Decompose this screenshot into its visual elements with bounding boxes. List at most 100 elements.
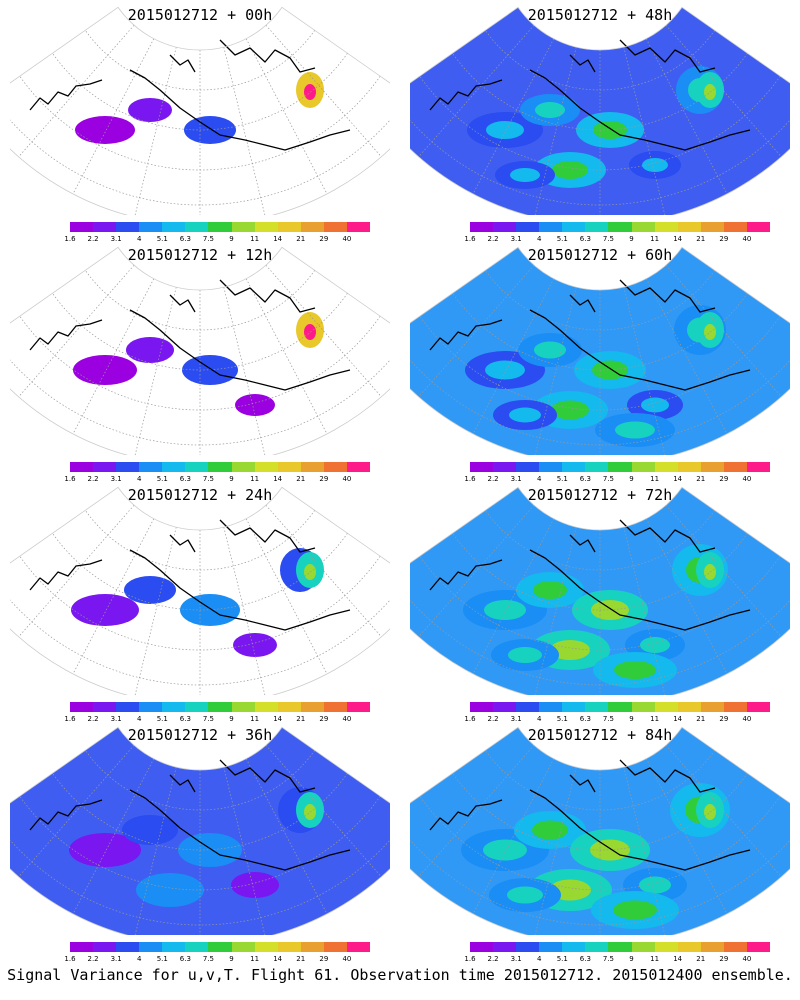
colorbar-swatch xyxy=(139,702,163,712)
colorbar-tick-label: 4 xyxy=(136,715,142,723)
colorbar-tick-label: 14 xyxy=(273,955,283,963)
variance-map xyxy=(410,6,790,215)
colorbar-tick-label: 4 xyxy=(536,475,542,483)
colorbar-tick-label: 29 xyxy=(719,475,729,483)
colorbar-tick-label: 29 xyxy=(319,475,329,483)
variance-map xyxy=(10,246,390,455)
colorbar-swatch xyxy=(608,942,632,952)
panel-title: 2015012712 + 12h xyxy=(127,246,273,264)
colorbar-swatch xyxy=(700,942,724,952)
colorbar-tick-label: 21 xyxy=(296,955,306,963)
colorbar-tick-label: 14 xyxy=(273,715,283,723)
colorbar-swatch xyxy=(185,942,209,952)
colorbar-swatch xyxy=(139,462,163,472)
colorbar-tick-label: 4 xyxy=(536,715,542,723)
colorbar-swatch xyxy=(700,462,724,472)
colorbar-swatch xyxy=(70,942,94,952)
colorbar-tick-label: 7.5 xyxy=(602,475,615,483)
colorbar-tick-label: 4 xyxy=(136,475,142,483)
colorbar-swatch xyxy=(493,702,517,712)
colorbar-swatch xyxy=(208,462,232,472)
colorbar-swatch xyxy=(562,462,586,472)
variance-map xyxy=(410,726,790,935)
colorbar-tick-label: 5.1 xyxy=(156,475,168,483)
colorbar-swatch xyxy=(631,222,655,232)
colorbar-tick-label: 29 xyxy=(719,715,729,723)
figure-caption: Signal Variance for u,v,T. Flight 61. Ob… xyxy=(7,966,793,984)
colorbar-swatch xyxy=(631,942,655,952)
colorbar-tick-label: 21 xyxy=(696,475,706,483)
colorbar-tick-label: 7.5 xyxy=(202,955,215,963)
colorbar-swatch xyxy=(323,222,347,232)
colorbar-tick-label: 29 xyxy=(319,955,329,963)
colorbar xyxy=(470,462,771,472)
colorbar-tick-label: 9 xyxy=(629,715,634,723)
forecast-panel: 2015012712 + 12h 1.6 2.2 3.1 4 5.1 6.3 7.5 9 11 14… xyxy=(10,240,390,483)
variance-map xyxy=(10,6,390,215)
colorbar-tick-label: 5.1 xyxy=(156,955,168,963)
colorbar-tick-label: 2.2 xyxy=(87,235,99,243)
colorbar-tick-label: 1.6 xyxy=(464,475,476,483)
colorbar-tick-label: 7.5 xyxy=(602,235,615,243)
colorbar-swatch xyxy=(70,702,94,712)
colorbar-swatch xyxy=(300,222,324,232)
colorbar-tick-label: 3.1 xyxy=(510,475,522,483)
colorbar-swatch xyxy=(746,702,771,712)
colorbar-swatch xyxy=(300,702,324,712)
colorbar-swatch xyxy=(185,462,209,472)
colorbar-swatch xyxy=(116,942,140,952)
forecast-panel: 2015012712 + 84h 1.6 2.2 3.1 4 5.1 6.3 7.5 9 11 14… xyxy=(410,720,790,963)
colorbar-swatch xyxy=(116,702,140,712)
forecast-panel: 2015012712 + 00h 1.6 2.2 3.1 4 5.1 6.3 7.5 9 11 14… xyxy=(10,0,390,243)
colorbar-tick-label: 6.3 xyxy=(179,955,191,963)
colorbar-tick-label: 21 xyxy=(296,715,306,723)
colorbar-swatch xyxy=(139,222,163,232)
colorbar-tick-label: 14 xyxy=(273,235,283,243)
colorbar-tick-label: 11 xyxy=(650,235,660,243)
colorbar-tick-label: 40 xyxy=(342,475,352,483)
colorbar-swatch xyxy=(185,222,209,232)
colorbar-tick-label: 29 xyxy=(719,235,729,243)
colorbar-swatch xyxy=(585,702,609,712)
colorbar-swatch xyxy=(723,222,747,232)
colorbar-tick-label: 6.3 xyxy=(179,235,191,243)
colorbar-swatch xyxy=(493,462,517,472)
colorbar-swatch xyxy=(654,702,678,712)
colorbar-tick-label: 1.6 xyxy=(64,475,76,483)
colorbar xyxy=(470,222,771,232)
colorbar-tick-label: 5.1 xyxy=(556,235,568,243)
colorbar-swatch xyxy=(516,702,540,712)
colorbar-tick-label: 6.3 xyxy=(579,475,591,483)
forecast-panel: 2015012712 + 60h 1.6 2.2 3.1 4 5.1 6.3 7.5 9 11 14… xyxy=(410,240,790,483)
colorbar xyxy=(470,702,771,712)
colorbar-swatch xyxy=(346,222,371,232)
colorbar-labels: 1.6 2.2 3.1 4 5.1 6.3 7.5 9 11 14 21 29 40 xyxy=(464,235,770,245)
colorbar-tick-label: 9 xyxy=(229,235,234,243)
colorbar-tick-label: 21 xyxy=(696,715,706,723)
colorbar-labels: 1.6 2.2 3.1 4 5.1 6.3 7.5 9 11 14 21 29 40 xyxy=(64,235,370,245)
colorbar-swatch xyxy=(470,222,494,232)
colorbar-tick-label: 11 xyxy=(650,715,660,723)
colorbar-tick-label: 2.2 xyxy=(87,955,99,963)
colorbar-swatch xyxy=(254,222,278,232)
colorbar-tick-label: 21 xyxy=(296,475,306,483)
panel-title: 2015012712 + 36h xyxy=(127,726,273,744)
panel-title: 2015012712 + 72h xyxy=(527,486,673,504)
colorbar-swatch xyxy=(162,462,186,472)
colorbar-swatch xyxy=(539,462,563,472)
colorbar-swatch xyxy=(162,702,186,712)
colorbar-swatch xyxy=(93,702,117,712)
colorbar-swatch xyxy=(323,942,347,952)
colorbar-tick-label: 2.2 xyxy=(487,955,499,963)
colorbar-swatch xyxy=(231,222,255,232)
colorbar-tick-label: 2.2 xyxy=(87,475,99,483)
colorbar-tick-label: 1.6 xyxy=(464,715,476,723)
panel-title: 2015012712 + 60h xyxy=(527,246,673,264)
colorbar-tick-label: 7.5 xyxy=(602,715,615,723)
colorbar-swatch xyxy=(346,702,371,712)
colorbar-swatch xyxy=(277,942,301,952)
colorbar-swatch xyxy=(746,462,771,472)
colorbar-swatch xyxy=(631,702,655,712)
colorbar-tick-label: 9 xyxy=(229,715,234,723)
colorbar-tick-label: 40 xyxy=(742,235,752,243)
